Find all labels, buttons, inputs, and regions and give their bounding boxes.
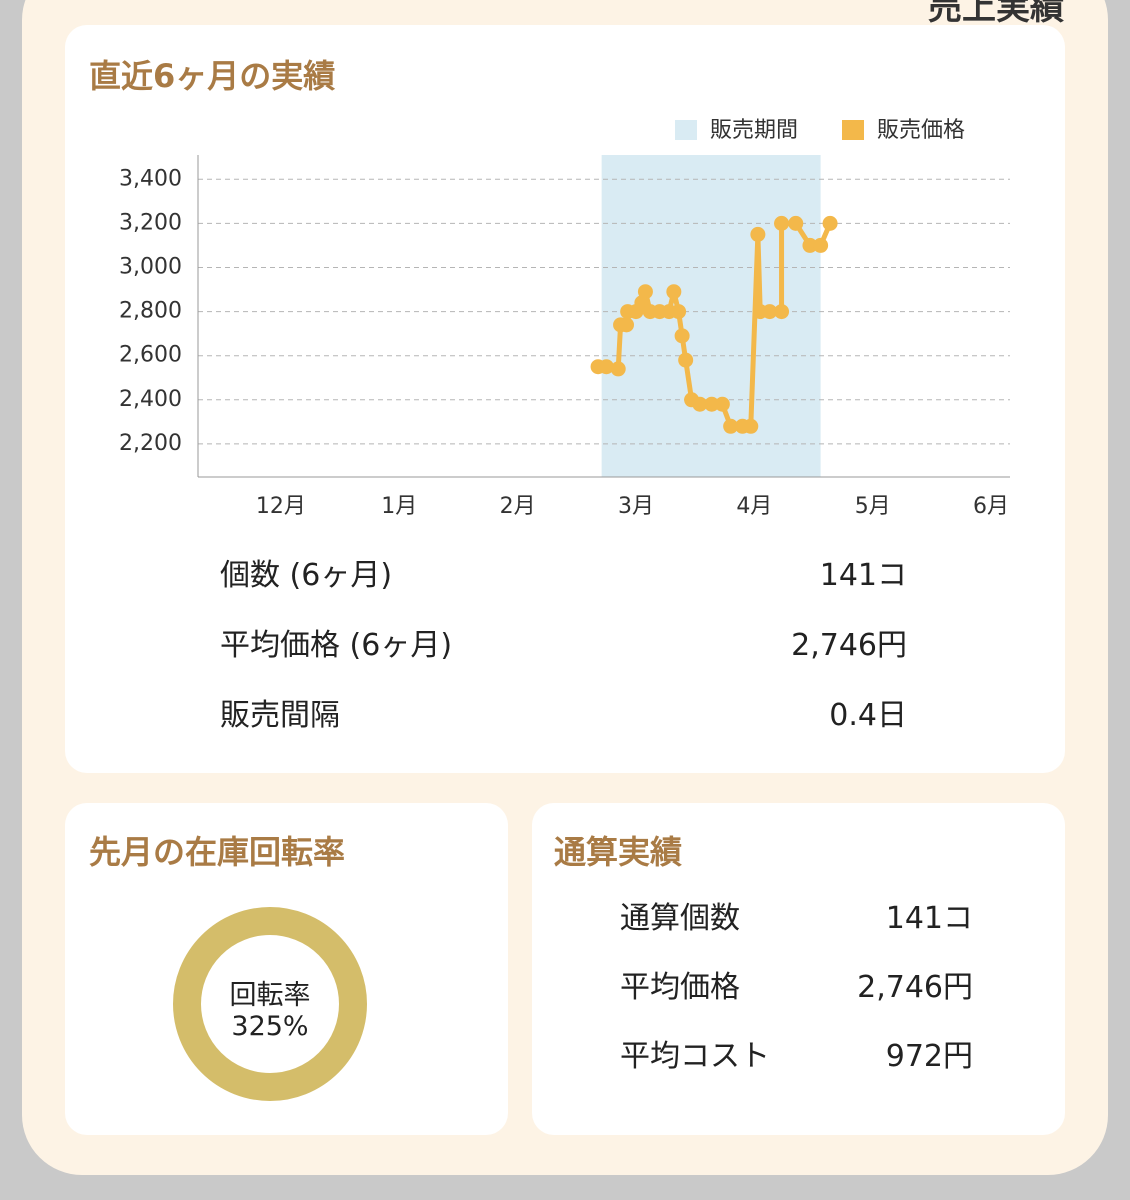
x-tick-label: 3月 <box>618 494 654 519</box>
y-tick-label: 3,200 <box>119 210 182 235</box>
price-point <box>598 359 614 375</box>
y-tick-label: 3,400 <box>119 166 182 191</box>
y-tick-label: 2,600 <box>119 343 182 368</box>
price-point <box>704 396 720 412</box>
price-point <box>743 418 759 434</box>
price-point <box>750 226 766 242</box>
y-tick-label: 2,400 <box>119 387 182 412</box>
y-tick-label: 3,000 <box>119 254 182 279</box>
price-point <box>637 284 653 300</box>
price-point <box>723 418 739 434</box>
total-label: 通算個数 <box>620 901 740 936</box>
totals-card: 通算実績 通算個数 141コ平均価格 2,746円平均コスト 972円 <box>532 803 1065 1135</box>
stat-value: 0.4日 <box>829 698 907 733</box>
stat-value: 141コ <box>819 558 907 593</box>
price-point <box>610 361 626 377</box>
chart-card: 直近6ヶ月の実績 個数 (6ヶ月) 141コ平均価格 (6ヶ月) 2,746円販売間… <box>65 25 1065 773</box>
total-value: 972円 <box>885 1039 973 1074</box>
price-point <box>666 284 682 300</box>
total-label: 平均価格 <box>620 970 740 1005</box>
price-point <box>802 237 818 253</box>
legend-swatch <box>842 120 864 140</box>
x-tick-label: 12月 <box>256 494 306 519</box>
price-point <box>714 396 730 412</box>
price-point <box>774 215 790 231</box>
price-point <box>762 304 778 320</box>
x-tick-label: 4月 <box>736 494 772 519</box>
price-point <box>674 328 690 344</box>
turnover-value: 325% <box>231 1011 309 1042</box>
turnover-label: 回転率 <box>229 980 311 1011</box>
price-point <box>618 317 634 333</box>
price-point <box>813 237 829 253</box>
panel-title: 売上実績 <box>928 0 1064 28</box>
donut <box>173 907 367 1101</box>
price-point <box>774 304 790 320</box>
price-point <box>678 352 694 368</box>
x-tick-label: 1月 <box>381 494 417 519</box>
price-point <box>788 215 804 231</box>
stat-label: 販売間隔 <box>220 698 340 733</box>
y-tick-label: 2,800 <box>119 299 182 324</box>
legend-label: 販売期間 <box>710 118 798 143</box>
chart: 2,200 2,400 2,600 2,800 3,000 3,200 3,400 12月 1月… <box>119 118 1010 519</box>
chart-title: 直近6ヶ月の実績 <box>89 57 336 95</box>
y-tick-label: 2,200 <box>119 431 182 456</box>
x-tick-label: 6月 <box>973 494 1009 519</box>
stat-label: 個数 (6ヶ月) <box>220 558 393 593</box>
price-point <box>692 396 708 412</box>
totals-title: 通算実績 <box>554 833 683 871</box>
stat-label: 平均価格 (6ヶ月) <box>220 628 453 663</box>
x-tick-label: 5月 <box>855 494 891 519</box>
total-label: 平均コスト <box>620 1039 770 1074</box>
total-value: 141コ <box>885 901 973 936</box>
turnover-title: 先月の在庫回転率 <box>89 833 346 871</box>
x-tick-label: 2月 <box>500 494 536 519</box>
stat-value: 2,746円 <box>791 628 907 663</box>
donut-ring <box>173 907 367 1101</box>
turnover-card: 先月の在庫回転率 回転率 325% <box>65 803 508 1135</box>
legend-label: 販売価格 <box>877 118 965 143</box>
total-value: 2,746円 <box>857 970 973 1005</box>
legend-swatch <box>675 120 697 140</box>
price-point <box>822 215 838 231</box>
price-point <box>671 304 687 320</box>
